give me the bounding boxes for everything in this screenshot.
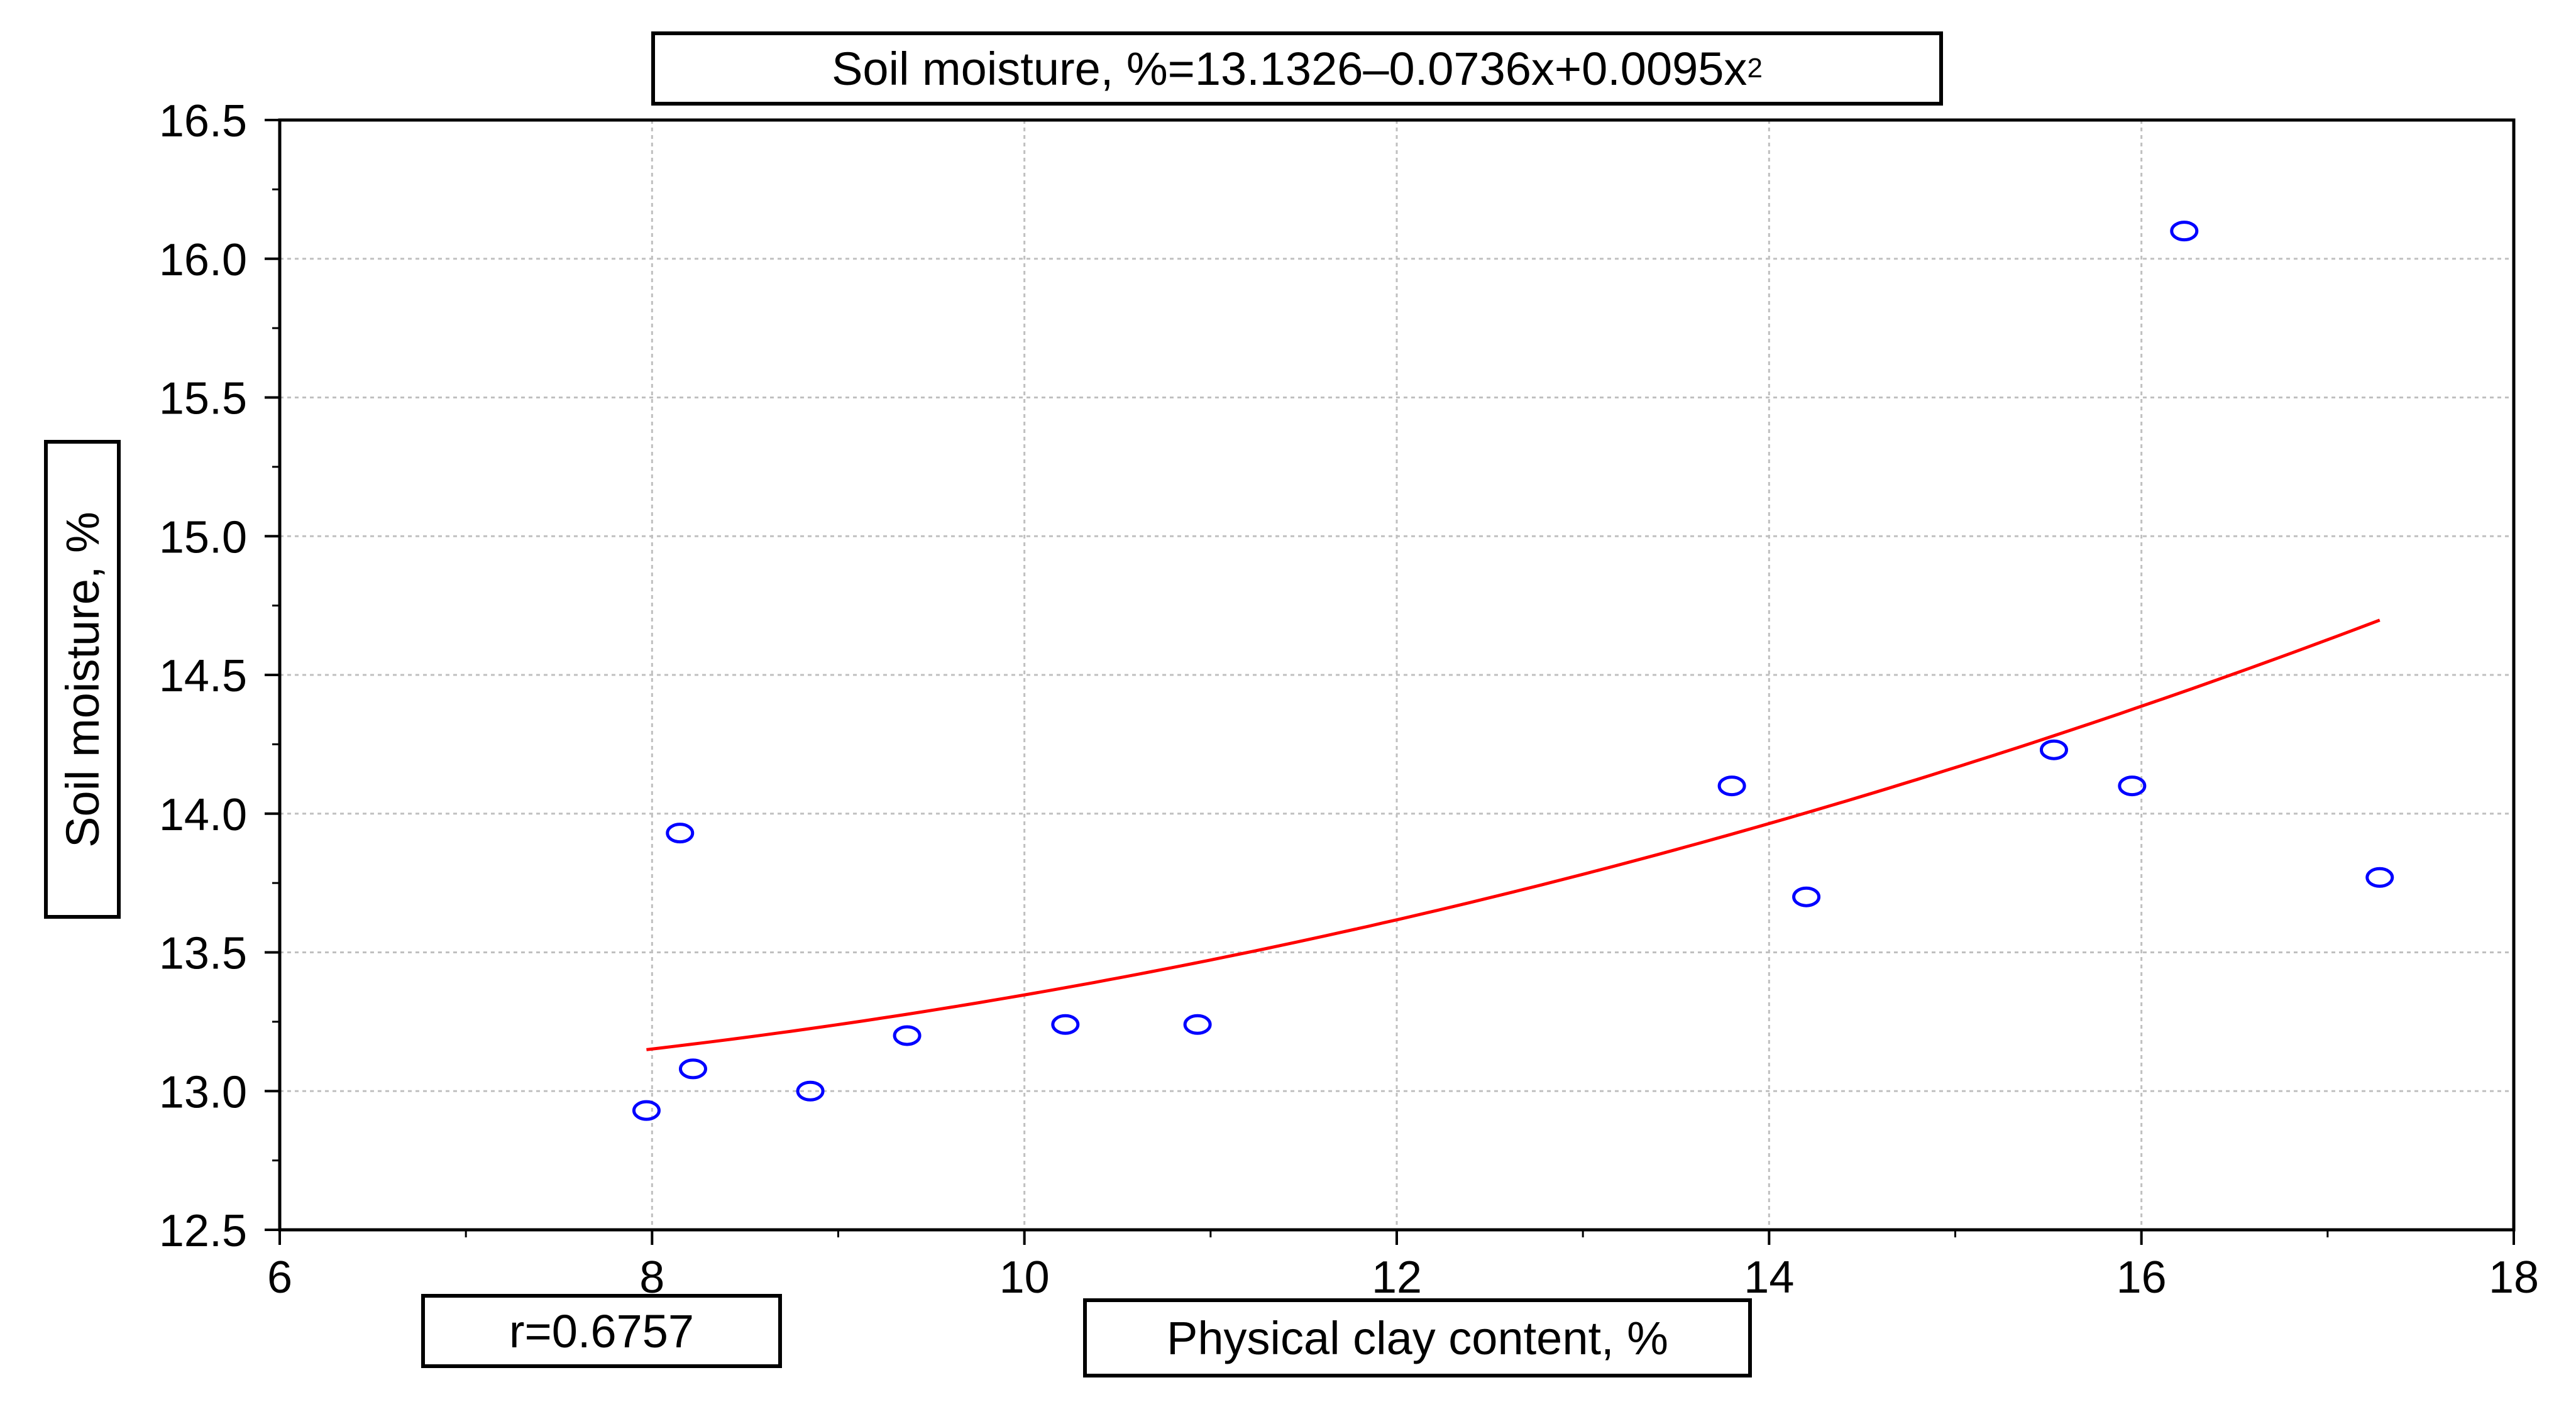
x-tick-label: 14 (1744, 1252, 1794, 1303)
title-main-text: Soil moisture, %=13.1326–0.0736x+0.0095x (832, 42, 1748, 95)
y-axis-label-box: Soil moisture, % (44, 440, 121, 919)
tick-labels: 6 8 10 12 14 16 1812.513.013.514.014.515.015.5… (159, 96, 2539, 1303)
x-tick-label: 12 (1372, 1252, 1422, 1303)
data-point (796, 1080, 825, 1102)
regression-curve (646, 618, 2381, 1051)
x-axis-label-box: Physical clay content, % (1083, 1298, 1752, 1377)
data-point (678, 1058, 707, 1080)
data-point (632, 1100, 661, 1121)
grid-lines (280, 120, 2514, 1230)
y-tick-label: 14.5 (159, 651, 247, 701)
y-tick-label: 16.5 (159, 96, 247, 146)
y-axis-label: Soil moisture, % (56, 511, 109, 848)
data-point (1792, 886, 1821, 907)
y-tick-label: 13.5 (159, 929, 247, 979)
data-point (1183, 1014, 1212, 1035)
data-point (1051, 1014, 1080, 1035)
correlation-annotation: r=0.6757 (421, 1294, 782, 1368)
data-point (2118, 775, 2147, 797)
data-point (1717, 775, 1746, 797)
x-tick-label: 10 (999, 1252, 1050, 1303)
x-tick-label: 16 (2116, 1252, 2167, 1303)
title-superscript: 2 (1747, 53, 1763, 84)
data-points (632, 221, 2394, 1121)
y-tick-label: 15.5 (159, 374, 247, 424)
x-tick-label: 18 (2489, 1252, 2539, 1303)
y-tick-label: 13.0 (159, 1067, 247, 1117)
y-tick-label: 15.0 (159, 512, 247, 562)
data-point (2170, 221, 2199, 242)
x-tick-label: 6 (267, 1252, 292, 1303)
data-point (666, 823, 695, 844)
chart-title: Soil moisture, %=13.1326–0.0736x+0.0095x… (651, 31, 1943, 106)
x-axis-label: Physical clay content, % (1167, 1312, 1668, 1364)
data-point (2039, 739, 2068, 760)
correlation-text: r=0.6757 (509, 1305, 695, 1357)
data-point (2365, 867, 2394, 888)
y-tick-label: 14.0 (159, 790, 247, 840)
fit-curve-group (646, 618, 2381, 1051)
tick-marks (265, 119, 2515, 1245)
data-point (893, 1025, 922, 1046)
y-tick-label: 12.5 (159, 1206, 247, 1256)
y-tick-label: 16.0 (159, 235, 247, 285)
